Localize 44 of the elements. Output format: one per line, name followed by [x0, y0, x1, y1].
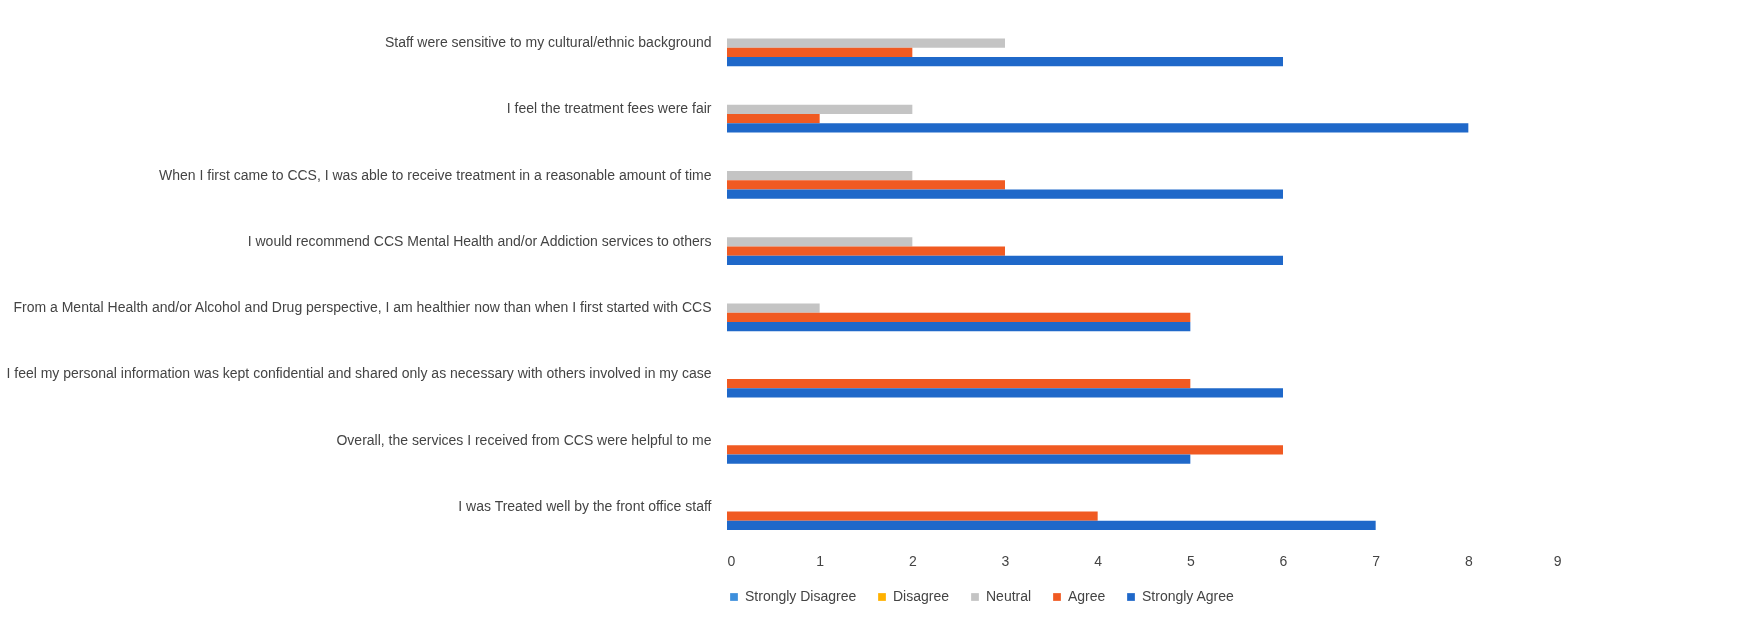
bar: [727, 114, 820, 124]
x-tick-label: 9: [1553, 552, 1562, 569]
x-tick-label: 8: [1464, 552, 1473, 569]
bar: [727, 322, 1191, 332]
bar: [727, 303, 820, 313]
legend-label: Neutral: [986, 588, 1032, 604]
y-tick-label: From a Mental Health and/or Alcohol and Drug perspective, I am healthier now than when I first started with CCS: [13, 299, 712, 316]
y-tick-label: Staff were sensitive to my cultural/ethnic background: [384, 34, 712, 51]
legend-label: Agree: [1068, 588, 1106, 604]
y-tick-label: I feel my personal information was kept confidential and shared only as necessary with others involved in my case: [6, 365, 712, 382]
bar: [727, 255, 1283, 266]
y-tick-label: When I first came to CCS, I was able to receive treatment in a reasonable amount of time: [159, 166, 712, 183]
bar: [727, 38, 1005, 48]
y-tick-label: I was Treated well by the front office staff: [458, 497, 712, 514]
legend-label: Strongly Disagree: [745, 588, 857, 604]
x-tick-label: 2: [908, 552, 917, 569]
x-tick-label: 1: [816, 552, 825, 569]
x-tick-label: 7: [1372, 552, 1381, 569]
bar: [727, 445, 1283, 455]
x-tick-label: 4: [1094, 552, 1103, 569]
y-tick-label: I feel the treatment fees were fair: [506, 100, 712, 117]
bar: [727, 123, 1469, 133]
legend-label: Disagree: [893, 588, 950, 604]
bar: [727, 379, 1191, 389]
bar: [727, 520, 1376, 531]
legend-label: Strongly Agree: [1142, 588, 1235, 604]
x-tick-label: 0: [727, 552, 736, 569]
bar: [727, 511, 1098, 521]
bar: [727, 189, 1283, 199]
x-tick-label: 3: [1001, 552, 1010, 569]
bar: [727, 237, 913, 247]
x-tick-label: 5: [1186, 552, 1195, 569]
y-tick-label: Overall, the services I received from CCS were helpful to me: [336, 431, 712, 448]
bar: [727, 47, 913, 58]
x-tick-label: 6: [1279, 552, 1288, 569]
bar: [727, 57, 1283, 67]
bar: [727, 312, 1191, 323]
bar: [727, 246, 1005, 256]
bar: [727, 180, 1005, 190]
bar: [727, 388, 1283, 398]
bar: [727, 454, 1191, 464]
bar: [727, 170, 913, 181]
y-tick-label: I would recommend CCS Mental Health and/or Addiction services to others: [247, 232, 712, 249]
bar: [727, 104, 913, 115]
